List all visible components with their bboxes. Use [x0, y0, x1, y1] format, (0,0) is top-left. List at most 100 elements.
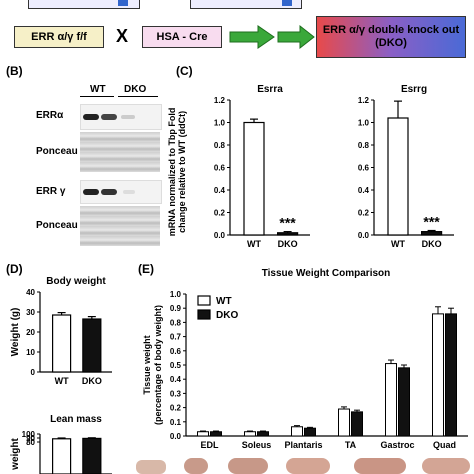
chart-title: Tissue Weight Comparison	[262, 268, 391, 279]
x-tick-label: Soleus	[242, 440, 272, 450]
y-tick-label: 0.2	[214, 209, 226, 218]
x-tick-label: Quad	[433, 440, 456, 450]
x-tick-label: EDL	[201, 440, 220, 450]
blot-ponceau-1	[80, 132, 160, 172]
blot-label-erra: ERRα	[36, 110, 64, 121]
y-tick-label: 0.6	[170, 347, 182, 356]
y-tick-label: 0.2	[170, 404, 182, 413]
lane-label-dko: DKO	[124, 84, 147, 95]
x-tick-label: DKO	[422, 239, 442, 249]
tissue-weight-chart: Tissue Weight Comparison 0.0 0.1 0.2 0.3 0.4 0…	[142, 268, 468, 450]
y-tick-label: 1.0	[358, 119, 370, 128]
chart-title: Esrrg	[401, 84, 427, 95]
y-tick-label: 0.8	[170, 318, 182, 327]
x-tick-label: TA	[345, 440, 357, 450]
y-tick-label: 0.6	[358, 164, 370, 173]
legend-swatch-wt	[197, 295, 211, 306]
blot-erra	[80, 104, 162, 130]
y-tick-label: 10	[26, 348, 35, 357]
panel-b-letter: (B)	[6, 64, 23, 78]
cre-allele-box: HSA - Cre	[142, 26, 222, 48]
y-tick-label: 1.2	[358, 96, 370, 105]
chart-title: Lean mass	[50, 414, 102, 425]
x-tick-label: DKO	[82, 376, 102, 386]
y-axis-label: Tissue weight	[142, 335, 152, 394]
bar-dko-gastroc	[398, 367, 410, 437]
bar-wt	[51, 438, 72, 474]
bar-dko	[82, 318, 102, 373]
body-weight-chart: Body weight 0 10 20 30 40 WT DKO Weight (g)	[10, 276, 112, 386]
x-tick-label: WT	[247, 239, 261, 249]
bar-wt	[243, 121, 265, 236]
y-tick-label: 0.7	[170, 333, 182, 342]
bar-wt-plantaris	[291, 426, 303, 437]
y-tick-label: 90	[26, 434, 35, 443]
bar-dko-soleus	[257, 431, 269, 437]
y-tick-label: 100	[22, 430, 36, 439]
bar-dko-edl	[210, 431, 222, 437]
y-tick-label: 0.9	[170, 304, 182, 313]
y-tick-label: 80	[26, 438, 35, 447]
chart-title: Esrra	[257, 84, 283, 95]
blot-label-errg: ERR γ	[36, 186, 66, 197]
x-tick-label: Gastroc	[380, 440, 414, 450]
y-tick-label: 0.2	[358, 209, 370, 218]
bar-dko	[276, 232, 299, 236]
y-tick-label: 0.6	[214, 164, 226, 173]
arrow-right-icon	[277, 24, 315, 50]
x-tick-label: WT	[55, 376, 69, 386]
y-tick-label: 20	[26, 328, 35, 337]
bar-dko-ta	[351, 411, 363, 437]
y-tick-label: 0.4	[214, 186, 226, 195]
panel-c-shared-ylabel: mRNA normalized to Tbp Fold change relat…	[167, 107, 187, 237]
y-tick-label: 1.2	[214, 96, 226, 105]
y-tick-label: 0.0	[358, 231, 370, 240]
top-cropped-boxes	[0, 0, 474, 10]
bar-wt	[387, 117, 409, 236]
panel-e-letter: (E)	[138, 262, 154, 276]
bar-wt-quad	[432, 313, 444, 437]
bar-dko	[420, 231, 443, 236]
legend-swatch-dko	[197, 309, 211, 320]
bar-dko-quad	[445, 313, 457, 437]
significance-stars: ***	[423, 214, 440, 230]
legend-label-wt: WT	[216, 296, 232, 307]
bar-wt-ta	[338, 408, 350, 437]
y-tick-label: 0.4	[170, 375, 182, 384]
y-tick-label: 0.4	[358, 186, 370, 195]
bar-wt-gastroc	[385, 363, 397, 437]
y-tick-label: 30	[26, 308, 35, 317]
y-tick-label: 0.8	[358, 141, 370, 150]
dko-box: ERR α/γ double knock out (DKO)	[316, 16, 466, 58]
blot-label-ponceau-1: Ponceau S	[36, 146, 88, 157]
y-tick-label: 1.0	[170, 290, 182, 299]
blot-errg	[80, 180, 162, 204]
y-tick-label: 0.3	[170, 389, 182, 398]
y-axis-label: weight	[10, 438, 21, 471]
y-tick-label: 0.0	[170, 432, 182, 441]
bar-wt-edl	[197, 431, 209, 437]
significance-stars: ***	[279, 215, 296, 231]
y-tick-label: 0.5	[170, 361, 182, 370]
blot-label-ponceau-2: Ponceau S	[36, 220, 88, 231]
y-tick-label: 0.8	[214, 141, 226, 150]
y-tick-label: 0.1	[170, 418, 182, 427]
panel-d-letter: (D)	[6, 262, 23, 276]
cross-symbol: X	[116, 26, 129, 46]
x-tick-label: DKO	[278, 239, 298, 249]
lane-label-wt: WT	[90, 84, 106, 95]
y-tick-label: 1.0	[214, 119, 226, 128]
bar-wt	[51, 314, 72, 373]
x-tick-label: WT	[391, 239, 405, 249]
panel-c-letter: (C)	[176, 64, 193, 78]
tissue-photo-strip	[136, 456, 474, 474]
chart-title: Body weight	[46, 276, 106, 287]
bar-dko	[82, 437, 102, 474]
esrra-chart: Esrra 0.0 0.2 0.4 0.6 0.8 1.0 1.2 WT DKO ***	[214, 84, 310, 249]
y-axis-label: (percentage of body weight)	[153, 305, 163, 425]
floxed-allele-box: ERR α/γ f/f	[14, 26, 104, 48]
bar-wt-soleus	[244, 431, 256, 437]
arrow-right-icon	[229, 25, 275, 49]
lane-divider	[80, 96, 114, 97]
y-axis-label: Weight (g)	[10, 308, 21, 357]
